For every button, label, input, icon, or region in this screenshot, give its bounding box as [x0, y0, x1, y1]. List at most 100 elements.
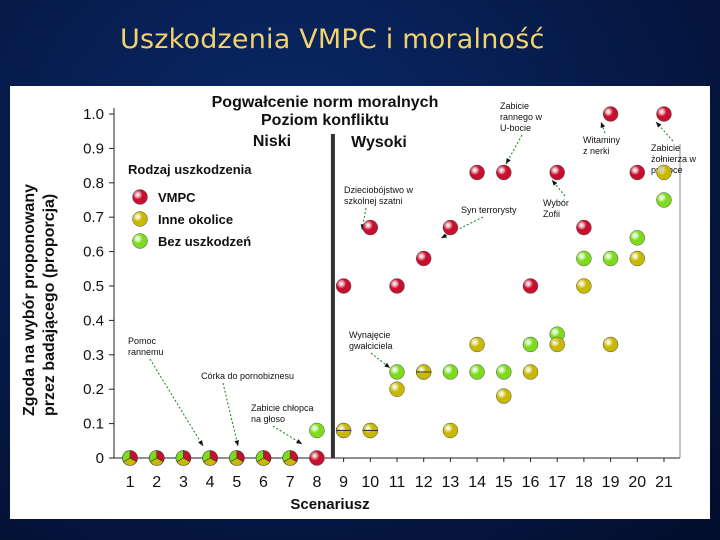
chart-panel: 0 0.1 0.2 0.3 0.4 0.5 0.6 0.7 0.8 0.9 1.0 1 2 3 4 5 6 7 8 9…	[10, 86, 710, 519]
data-point-inne-okolice	[442, 422, 459, 439]
pie-point	[148, 450, 165, 466]
annotation-text: na głoso	[251, 414, 285, 424]
annotation: Córka do pornobiznesu	[201, 371, 294, 447]
data-point-vmpc	[309, 450, 325, 466]
annotation-text: Zabicie chłopca	[251, 403, 314, 413]
x-tick-label: 4	[206, 474, 215, 491]
data-point-bez-uszkodzeń	[522, 336, 539, 353]
chart-header: Pogwałcenie norm moralnych Poziom konfli…	[212, 94, 439, 151]
x-tick-label: 6	[259, 474, 268, 491]
annotation-arrowhead	[198, 440, 203, 446]
x-tick-label: 20	[628, 474, 646, 491]
data-point-bez-uszkodzeń	[442, 364, 459, 380]
x-tick-label: 19	[602, 474, 620, 491]
x-tick-label: 16	[522, 474, 540, 491]
data-point-inne-okolice	[389, 381, 405, 397]
chart-title: Pogwałcenie norm moralnych	[212, 94, 439, 111]
data-point-bez-uszkodzeń	[309, 422, 325, 439]
x-tick-label: 12	[415, 474, 433, 491]
x-tick-label: 9	[339, 474, 348, 491]
annotation-text: Syn terrorysty	[461, 205, 517, 215]
x-axis-title: Scenariusz	[290, 496, 369, 513]
data-point-vmpc	[656, 106, 672, 122]
data-point-bez-uszkodzeń	[389, 364, 405, 380]
data-point-vmpc	[576, 219, 592, 236]
slide-title: Uszkodzenia VMPC i moralność	[120, 24, 545, 55]
y-axis-title: Zgoda na wybór proponowany przez badając…	[21, 184, 58, 416]
x-tick-label: 10	[361, 474, 379, 491]
y-tick-label: 0.3	[83, 347, 104, 364]
y-tick-label: 0.5	[83, 278, 104, 295]
conflict-level-high: Wysoki	[351, 134, 407, 151]
annotation-text: U-bocie	[500, 123, 531, 133]
annotation-text: Wybór	[543, 198, 569, 208]
x-tick-label: 3	[179, 474, 188, 491]
y-axis-title-line-2: przez badającego (proporcja)	[41, 194, 58, 416]
legend-label: Inne okolice	[158, 212, 233, 227]
legend-swatch	[132, 211, 148, 227]
x-tick-label: 14	[468, 474, 486, 491]
data-point-vmpc	[496, 164, 512, 181]
data-point-bez-uszkodzeń	[602, 250, 619, 267]
y-tick-label: 0.6	[83, 244, 104, 261]
pie-slice	[229, 450, 238, 463]
annotation-text: żołnierza w	[651, 154, 697, 164]
data-point-bez-uszkodzeń	[629, 230, 646, 246]
y-tick-label: 0.4	[83, 312, 104, 329]
y-tick-label: 0.8	[83, 175, 104, 192]
x-tick-label: 8	[312, 474, 321, 491]
y-tick-label: 1.0	[83, 106, 104, 123]
points-layer	[122, 106, 672, 466]
x-tick-label: 7	[286, 474, 295, 491]
annotation-text: Pomoc	[128, 336, 157, 346]
y-tick-label: 0.7	[83, 209, 104, 226]
x-tick-label: 5	[232, 474, 241, 491]
data-point-inne-okolice	[469, 336, 485, 353]
data-point-inne-okolice	[549, 336, 565, 353]
data-point-bez-uszkodzeń	[496, 364, 512, 380]
data-point-vmpc	[415, 250, 432, 267]
annotation-arrowhead	[384, 362, 390, 368]
data-point-bez-uszkodzeń	[576, 250, 592, 267]
y-tick-label: 0.2	[83, 381, 104, 398]
data-point-vmpc	[602, 106, 619, 122]
data-point-inne-okolice	[629, 250, 646, 267]
pie-slice	[202, 450, 211, 463]
annotation-arrow	[222, 382, 239, 447]
pie-slice	[122, 450, 131, 463]
annotation-arrowhead	[600, 122, 606, 128]
annotation-text: szkolnej szatni	[344, 196, 403, 206]
y-tick-label: 0	[96, 450, 104, 467]
annotation-arrowhead	[506, 158, 511, 164]
annotation-text: Zabicie	[651, 143, 680, 153]
x-tick-label: 13	[441, 474, 459, 491]
x-tick-label: 15	[495, 474, 513, 491]
y-tick-label: 0.9	[83, 140, 104, 157]
legend: Rodzaj uszkodzenia VMPC Inne okolice Bez us…	[128, 162, 252, 249]
legend-title: Rodzaj uszkodzenia	[128, 162, 252, 177]
data-point-bez-uszkodzeń	[469, 364, 485, 380]
annotation-arrowhead	[656, 122, 662, 128]
annotation-arrow	[505, 134, 523, 165]
chart-subtitle: Poziom konfliktu	[261, 112, 389, 129]
data-point-inne-okolice	[496, 388, 512, 404]
data-point-vmpc	[522, 278, 539, 294]
data-point-inne-okolice	[656, 164, 672, 181]
y-axis-title-line-1: Zgoda na wybór proponowany	[21, 184, 38, 416]
data-point-inne-okolice	[576, 278, 592, 294]
x-tick-label: 2	[152, 474, 161, 491]
data-point-vmpc	[549, 164, 565, 181]
pie-point	[229, 450, 245, 466]
data-point-inne-okolice	[602, 336, 619, 353]
x-tick-label: 17	[548, 474, 566, 491]
annotation-text: Zabicie	[500, 101, 529, 111]
annotation-text: Witaminy	[583, 135, 621, 145]
annotation: Syn terrorysty	[440, 205, 517, 239]
data-point-vmpc	[362, 219, 379, 236]
axis-layer: 0 0.1 0.2 0.3 0.4 0.5 0.6 0.7 0.8 0.9 1.0 1 2 3 4 5 6 7 8 9…	[83, 106, 681, 491]
